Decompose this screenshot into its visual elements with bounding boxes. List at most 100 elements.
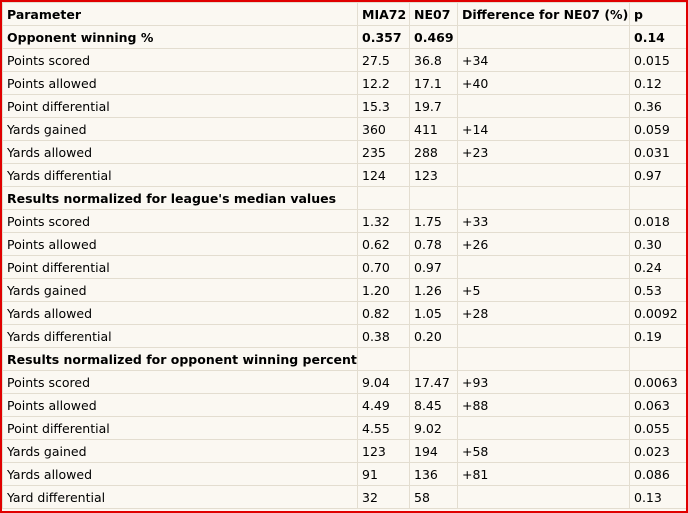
- cell-ne07: 136: [409, 462, 458, 486]
- cell-difference: +58: [457, 439, 630, 463]
- section-row: Results normalized for league's median v…: [2, 186, 686, 210]
- table-body: Opponent winning % 0.357 0.469 0.14 Points s…: [2, 25, 686, 509]
- cell-mia72: 124: [357, 163, 410, 187]
- cell-parameter: Points allowed: [2, 393, 358, 417]
- cell-p-value: 0.031: [629, 140, 686, 164]
- cell-parameter: Yards gained: [2, 278, 358, 302]
- cell-p-value: 0.063: [629, 393, 686, 417]
- table-row: Yards gained 123 194 +58 0.023: [2, 439, 686, 463]
- cell-difference: +93: [457, 370, 630, 394]
- cell-parameter: Results normalized for opponent winning …: [2, 347, 358, 371]
- cell-mia72: 15.3: [357, 94, 410, 118]
- cell-p-value: 0.0092: [629, 301, 686, 325]
- cell-ne07: 17.47: [409, 370, 458, 394]
- cell-difference: +33: [457, 209, 630, 233]
- cell-p-value: 0.14: [629, 25, 686, 49]
- cell-p-value: 0.0063: [629, 370, 686, 394]
- cell-parameter: Points allowed: [2, 232, 358, 256]
- cell-p-value: 0.055: [629, 416, 686, 440]
- cell-p-value: 0.24: [629, 255, 686, 279]
- cell-difference: [457, 324, 630, 348]
- table-row: Yards allowed 0.82 1.05 +28 0.0092: [2, 301, 686, 325]
- cell-ne07: [409, 347, 458, 371]
- cell-difference: [457, 347, 630, 371]
- cell-p-value: 0.12: [629, 71, 686, 95]
- cell-ne07: 1.05: [409, 301, 458, 325]
- cell-ne07: 1.26: [409, 278, 458, 302]
- cell-mia72: 0.357: [357, 25, 410, 49]
- cell-p-value: 0.059: [629, 117, 686, 141]
- cell-p-value: 0.30: [629, 232, 686, 256]
- cell-parameter: Point differential: [2, 416, 358, 440]
- cell-p-value: 0.13: [629, 485, 686, 509]
- cell-mia72: 9.04: [357, 370, 410, 394]
- cell-p-value: 0.018: [629, 209, 686, 233]
- cell-mia72: 12.2: [357, 71, 410, 95]
- table-row: Point differential 4.55 9.02 0.055: [2, 416, 686, 440]
- cell-parameter: Yards allowed: [2, 140, 358, 164]
- cell-difference: [457, 416, 630, 440]
- cell-mia72: 27.5: [357, 48, 410, 72]
- cell-p-value: 0.086: [629, 462, 686, 486]
- cell-mia72: 0.62: [357, 232, 410, 256]
- cell-ne07: 8.45: [409, 393, 458, 417]
- cell-ne07: 123: [409, 163, 458, 187]
- table-row: Yards gained 1.20 1.26 +5 0.53: [2, 278, 686, 302]
- cell-parameter: Points scored: [2, 48, 358, 72]
- cell-p-value: 0.023: [629, 439, 686, 463]
- table-row: Points scored 1.32 1.75 +33 0.018: [2, 209, 686, 233]
- cell-difference: +28: [457, 301, 630, 325]
- cell-parameter: Yards allowed: [2, 301, 358, 325]
- cell-ne07: 58: [409, 485, 458, 509]
- table-row: Point differential 15.3 19.7 0.36: [2, 94, 686, 118]
- cell-parameter: Point differential: [2, 255, 358, 279]
- cell-ne07: 288: [409, 140, 458, 164]
- cell-mia72: 0.82: [357, 301, 410, 325]
- cell-difference: +34: [457, 48, 630, 72]
- cell-p-value: [629, 347, 686, 371]
- cell-parameter: Opponent winning %: [2, 25, 358, 49]
- cell-mia72: 32: [357, 485, 410, 509]
- cell-ne07: 17.1: [409, 71, 458, 95]
- cell-parameter: Points scored: [2, 370, 358, 394]
- header-p-value: p: [629, 2, 686, 26]
- table-row: Yards differential 0.38 0.20 0.19: [2, 324, 686, 348]
- header-mia72: MIA72: [357, 2, 410, 26]
- cell-ne07: [409, 186, 458, 210]
- cell-p-value: 0.53: [629, 278, 686, 302]
- cell-mia72: [357, 186, 410, 210]
- cell-mia72: 0.38: [357, 324, 410, 348]
- cell-parameter: Yards allowed: [2, 462, 358, 486]
- cell-ne07: 0.469: [409, 25, 458, 49]
- cell-ne07: 19.7: [409, 94, 458, 118]
- header-ne07: NE07: [409, 2, 458, 26]
- cell-difference: [457, 485, 630, 509]
- header-difference: Difference for NE07 (%): [457, 2, 630, 26]
- cell-ne07: 0.97: [409, 255, 458, 279]
- cell-mia72: 4.49: [357, 393, 410, 417]
- table-row: Point differential 0.70 0.97 0.24: [2, 255, 686, 279]
- cell-parameter: Point differential: [2, 94, 358, 118]
- cell-p-value: 0.97: [629, 163, 686, 187]
- table-row: Points scored 9.04 17.47 +93 0.0063: [2, 370, 686, 394]
- cell-parameter: Yards gained: [2, 117, 358, 141]
- cell-parameter: Points allowed: [2, 71, 358, 95]
- header-parameter: Parameter: [2, 2, 358, 26]
- cell-ne07: 36.8: [409, 48, 458, 72]
- cell-ne07: 1.75: [409, 209, 458, 233]
- cell-difference: +40: [457, 71, 630, 95]
- cell-ne07: 0.20: [409, 324, 458, 348]
- section-row: Results normalized for opponent winning …: [2, 347, 686, 371]
- cell-parameter: Yards differential: [2, 324, 358, 348]
- cell-parameter: Yards gained: [2, 439, 358, 463]
- table-row: Yards differential 124 123 0.97: [2, 163, 686, 187]
- cell-mia72: 235: [357, 140, 410, 164]
- cell-difference: [457, 186, 630, 210]
- cell-mia72: 0.70: [357, 255, 410, 279]
- cell-ne07: 194: [409, 439, 458, 463]
- cell-mia72: 360: [357, 117, 410, 141]
- cell-mia72: 91: [357, 462, 410, 486]
- cell-ne07: 411: [409, 117, 458, 141]
